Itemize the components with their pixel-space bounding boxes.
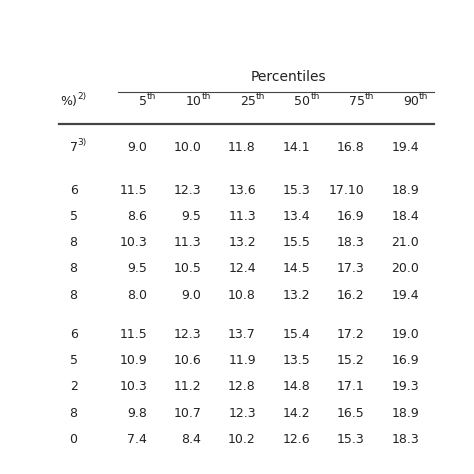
Text: 10.3: 10.3 xyxy=(119,380,147,393)
Text: 2: 2 xyxy=(70,380,78,393)
Text: 12.6: 12.6 xyxy=(283,433,310,446)
Text: 12.3: 12.3 xyxy=(174,328,201,341)
Text: 16.8: 16.8 xyxy=(337,141,365,154)
Text: 18.3: 18.3 xyxy=(337,236,365,249)
Text: th: th xyxy=(365,92,374,101)
Text: 5: 5 xyxy=(70,354,78,367)
Text: 75: 75 xyxy=(348,95,365,108)
Text: 9.0: 9.0 xyxy=(127,141,147,154)
Text: 9.5: 9.5 xyxy=(182,210,201,223)
Text: 3): 3) xyxy=(78,138,87,147)
Text: 12.3: 12.3 xyxy=(174,183,201,197)
Text: 15.5: 15.5 xyxy=(283,236,310,249)
Text: 13.2: 13.2 xyxy=(228,236,256,249)
Text: 17.2: 17.2 xyxy=(337,328,365,341)
Text: 13.7: 13.7 xyxy=(228,328,256,341)
Text: 13.2: 13.2 xyxy=(283,289,310,301)
Text: 7: 7 xyxy=(70,141,78,154)
Text: 5: 5 xyxy=(139,95,147,108)
Text: 20.0: 20.0 xyxy=(391,263,419,275)
Text: 10.9: 10.9 xyxy=(119,354,147,367)
Text: 11.8: 11.8 xyxy=(228,141,256,154)
Text: 13.5: 13.5 xyxy=(283,354,310,367)
Text: 5: 5 xyxy=(70,210,78,223)
Text: 17.10: 17.10 xyxy=(329,183,365,197)
Text: 25: 25 xyxy=(240,95,256,108)
Text: 15.2: 15.2 xyxy=(337,354,365,367)
Text: 16.5: 16.5 xyxy=(337,407,365,419)
Text: 0: 0 xyxy=(70,433,78,446)
Text: 8: 8 xyxy=(70,407,78,419)
Text: th: th xyxy=(419,92,428,101)
Text: 10.0: 10.0 xyxy=(173,141,201,154)
Text: 2): 2) xyxy=(78,92,87,101)
Text: 17.3: 17.3 xyxy=(337,263,365,275)
Text: 18.9: 18.9 xyxy=(391,407,419,419)
Text: 8: 8 xyxy=(70,289,78,301)
Text: 13.4: 13.4 xyxy=(283,210,310,223)
Text: 15.3: 15.3 xyxy=(283,183,310,197)
Text: 18.9: 18.9 xyxy=(391,183,419,197)
Text: 19.4: 19.4 xyxy=(392,289,419,301)
Text: 8: 8 xyxy=(70,236,78,249)
Text: 18.4: 18.4 xyxy=(391,210,419,223)
Text: 8: 8 xyxy=(70,263,78,275)
Text: 13.6: 13.6 xyxy=(228,183,256,197)
Text: 50: 50 xyxy=(294,95,310,108)
Text: 8.4: 8.4 xyxy=(182,433,201,446)
Text: th: th xyxy=(256,92,265,101)
Text: 7.4: 7.4 xyxy=(127,433,147,446)
Text: 14.8: 14.8 xyxy=(283,380,310,393)
Text: 21.0: 21.0 xyxy=(391,236,419,249)
Text: 14.2: 14.2 xyxy=(283,407,310,419)
Text: 8.6: 8.6 xyxy=(127,210,147,223)
Text: 12.8: 12.8 xyxy=(228,380,256,393)
Text: th: th xyxy=(201,92,211,101)
Text: 10.6: 10.6 xyxy=(174,354,201,367)
Text: 17.1: 17.1 xyxy=(337,380,365,393)
Text: 14.5: 14.5 xyxy=(283,263,310,275)
Text: 11.2: 11.2 xyxy=(174,380,201,393)
Text: 11.3: 11.3 xyxy=(174,236,201,249)
Text: 14.1: 14.1 xyxy=(283,141,310,154)
Text: 10: 10 xyxy=(186,95,201,108)
Text: 9.5: 9.5 xyxy=(127,263,147,275)
Text: 11.5: 11.5 xyxy=(119,328,147,341)
Text: 6: 6 xyxy=(70,328,78,341)
Text: 11.9: 11.9 xyxy=(228,354,256,367)
Text: 19.4: 19.4 xyxy=(392,141,419,154)
Text: 10.5: 10.5 xyxy=(173,263,201,275)
Text: 19.3: 19.3 xyxy=(392,380,419,393)
Text: Percentiles: Percentiles xyxy=(251,70,326,83)
Text: 15.3: 15.3 xyxy=(337,433,365,446)
Text: 9.8: 9.8 xyxy=(127,407,147,419)
Text: 10.8: 10.8 xyxy=(228,289,256,301)
Text: th: th xyxy=(310,92,319,101)
Text: 18.3: 18.3 xyxy=(391,433,419,446)
Text: 11.5: 11.5 xyxy=(119,183,147,197)
Text: 10.3: 10.3 xyxy=(119,236,147,249)
Text: 6: 6 xyxy=(70,183,78,197)
Text: 11.3: 11.3 xyxy=(228,210,256,223)
Text: 15.4: 15.4 xyxy=(283,328,310,341)
Text: 12.3: 12.3 xyxy=(228,407,256,419)
Text: %): %) xyxy=(61,95,78,108)
Text: 90: 90 xyxy=(403,95,419,108)
Text: 16.2: 16.2 xyxy=(337,289,365,301)
Text: th: th xyxy=(147,92,156,101)
Text: 10.2: 10.2 xyxy=(228,433,256,446)
Text: 10.7: 10.7 xyxy=(173,407,201,419)
Text: 16.9: 16.9 xyxy=(392,354,419,367)
Text: 19.0: 19.0 xyxy=(391,328,419,341)
Text: 12.4: 12.4 xyxy=(228,263,256,275)
Text: 16.9: 16.9 xyxy=(337,210,365,223)
Text: 8.0: 8.0 xyxy=(127,289,147,301)
Text: 9.0: 9.0 xyxy=(182,289,201,301)
